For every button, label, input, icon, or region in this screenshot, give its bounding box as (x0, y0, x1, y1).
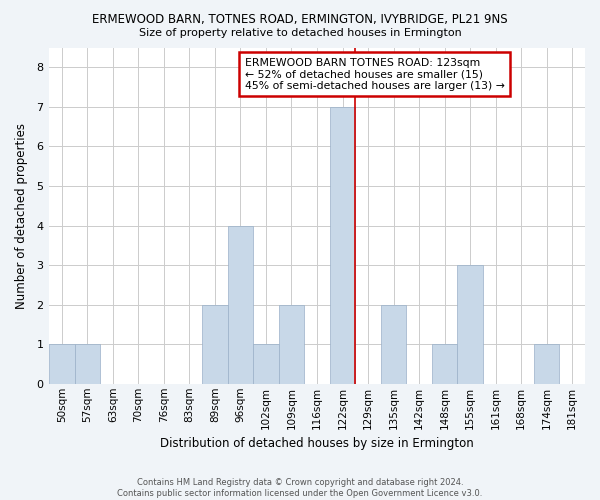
Text: Size of property relative to detached houses in Ermington: Size of property relative to detached ho… (139, 28, 461, 38)
X-axis label: Distribution of detached houses by size in Ermington: Distribution of detached houses by size … (160, 437, 474, 450)
Text: ERMEWOOD BARN, TOTNES ROAD, ERMINGTON, IVYBRIDGE, PL21 9NS: ERMEWOOD BARN, TOTNES ROAD, ERMINGTON, I… (92, 12, 508, 26)
Y-axis label: Number of detached properties: Number of detached properties (15, 122, 28, 308)
Text: ERMEWOOD BARN TOTNES ROAD: 123sqm
← 52% of detached houses are smaller (15)
45% : ERMEWOOD BARN TOTNES ROAD: 123sqm ← 52% … (245, 58, 505, 91)
Bar (457, 265, 483, 384)
Bar (381, 304, 406, 384)
Text: Contains HM Land Registry data © Crown copyright and database right 2024.
Contai: Contains HM Land Registry data © Crown c… (118, 478, 482, 498)
Bar (202, 304, 227, 384)
Bar (227, 226, 253, 384)
Bar (279, 304, 304, 384)
Bar (253, 344, 279, 384)
Bar (49, 344, 74, 384)
Bar (534, 344, 559, 384)
Bar (74, 344, 100, 384)
Bar (432, 344, 457, 384)
Bar (330, 107, 355, 384)
